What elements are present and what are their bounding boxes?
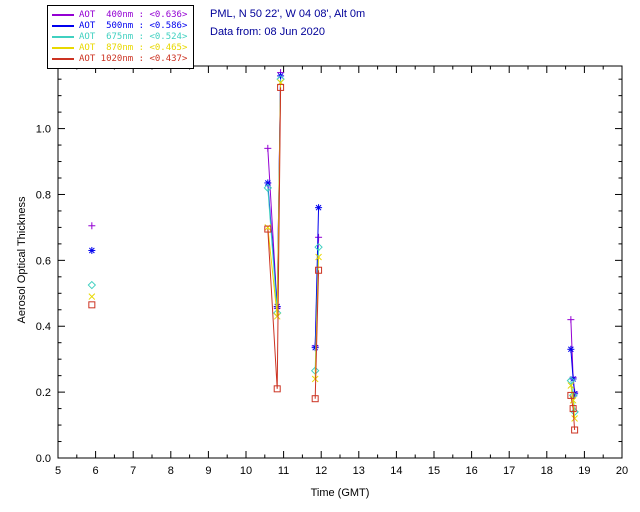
series-line [267, 87, 282, 389]
legend-item-label: AOT 400nm : <0.636> [79, 10, 188, 20]
series-aot-675nm [87, 74, 579, 417]
x-tick-label: 11 [278, 465, 289, 477]
x-tick-label: 15 [428, 465, 440, 477]
x-tick-label: 5 [55, 465, 61, 477]
legend-line-swatch [52, 25, 74, 27]
legend-item-label: AOT 500nm : <0.586> [79, 21, 188, 31]
x-tick-label: 17 [503, 465, 515, 477]
legend-box: AOT 400nm : <0.636> AOT 500nm : <0.586> … [47, 5, 195, 69]
x-tick-label: 6 [93, 465, 99, 477]
x-tick-label: 16 [465, 465, 477, 477]
y-tick-label: 0.6 [36, 255, 51, 267]
legend-item: AOT 400nm : <0.636> [52, 10, 187, 20]
date-header-line: Data from: 08 Jun 2020 [210, 26, 325, 38]
series-aot-870nm [88, 79, 578, 422]
y-tick-label: 0.2 [36, 387, 51, 399]
legend-line-swatch [52, 47, 74, 49]
x-tick-label: 18 [541, 465, 553, 477]
y-tick-label: 0.4 [36, 321, 51, 333]
x-axis-label: Time (GMT) [310, 487, 370, 499]
x-tick-label: 8 [168, 465, 174, 477]
x-tick-label: 12 [315, 465, 327, 477]
legend-line-swatch [52, 36, 74, 38]
legend-line-swatch [52, 58, 74, 60]
legend-line-swatch [52, 14, 74, 16]
series-aot-500nm [88, 72, 579, 398]
series-line [570, 395, 576, 431]
series-aot-400nm [88, 69, 579, 396]
y-axis-label: Aerosol Optical Thickness [16, 196, 28, 324]
y-tick-label: 0.0 [36, 453, 51, 465]
x-tick-label: 20 [616, 465, 628, 477]
series-line [314, 207, 320, 348]
series-aot-1020nm [88, 83, 579, 434]
legend-item-label: AOT 675nm : <0.524> [79, 32, 188, 42]
plot-box [57, 65, 623, 459]
legend-item: AOT 1020nm : <0.437> [52, 54, 187, 64]
x-tick-label: 19 [578, 465, 590, 477]
x-tick-label: 10 [240, 465, 252, 477]
legend-item: AOT 500nm : <0.586> [52, 21, 187, 31]
x-tick-label: 14 [390, 465, 402, 477]
series-line [314, 270, 320, 399]
y-tick-label: 0.8 [36, 189, 51, 201]
station-header-line: PML, N 50 22', W 04 08', Alt 0m [210, 8, 366, 20]
legend-item: AOT 675nm : <0.524> [52, 32, 187, 42]
y-tick-label: 1.0 [36, 124, 51, 136]
x-tick-label: 9 [205, 465, 211, 477]
legend-item: AOT 870nm : <0.465> [52, 43, 187, 53]
x-tick-label: 7 [130, 465, 136, 477]
x-tick-label: 13 [353, 465, 365, 477]
legend-item-label: AOT 1020nm : <0.437> [79, 54, 188, 64]
axis-ticks: 5 6 7 8 9 10 11 12 13 14 15 16 17 18 19 20 0.0 0.2 0.4 0.6 0… [36, 66, 628, 477]
legend-item-label: AOT 870nm : <0.465> [79, 43, 188, 53]
